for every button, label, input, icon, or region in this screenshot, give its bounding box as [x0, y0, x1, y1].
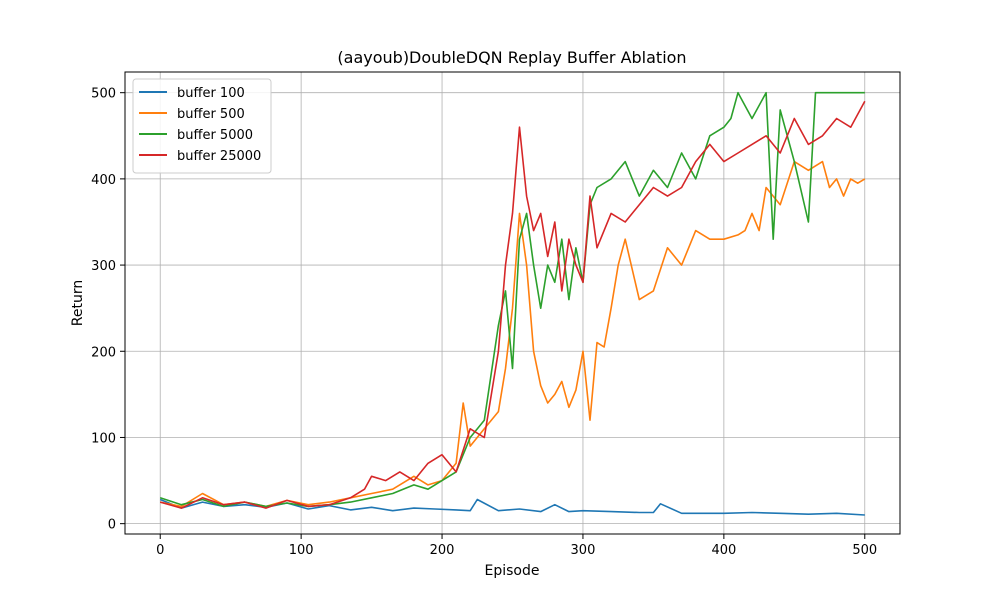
y-tick-label: 0 — [108, 518, 116, 533]
x-tick-label: 500 — [852, 543, 877, 558]
x-tick-label: 400 — [711, 543, 736, 558]
legend: buffer 100 buffer 500 buffer 5000 buffer 25… — [132, 78, 272, 174]
legend-label: buffer 25000 — [177, 149, 261, 164]
y-tick-label: 100 — [91, 431, 116, 446]
legend-label: buffer 100 — [177, 86, 245, 101]
y-tick-label: 400 — [91, 173, 116, 188]
x-tick-label: 0 — [156, 543, 164, 558]
x-axis-label: Episode — [485, 563, 540, 579]
x-tick-label: 200 — [430, 543, 455, 558]
y-tick-label: 300 — [91, 259, 116, 274]
legend-box — [132, 78, 272, 174]
y-tick-label: 200 — [91, 345, 116, 360]
series-line-buffer-5000 — [159, 91, 865, 508]
x-tick-label: 100 — [289, 543, 314, 558]
plot-frame — [124, 71, 901, 535]
y-tick-label: 500 — [91, 87, 116, 102]
series-line-buffer-25000 — [159, 100, 866, 509]
axis-ticks: 0 100 200 300 400 500 0 100 200 300 400 500 — [91, 87, 877, 558]
series-layer — [159, 91, 866, 516]
x-tick-label: 300 — [571, 543, 596, 558]
y-axis-label: Return — [70, 280, 86, 326]
legend-label: buffer 500 — [177, 107, 245, 122]
chart-title: (aayoub)DoubleDQN Replay Buffer Ablation — [337, 48, 686, 67]
series-line-buffer-500 — [160, 160, 866, 508]
legend-label: buffer 5000 — [177, 128, 253, 143]
